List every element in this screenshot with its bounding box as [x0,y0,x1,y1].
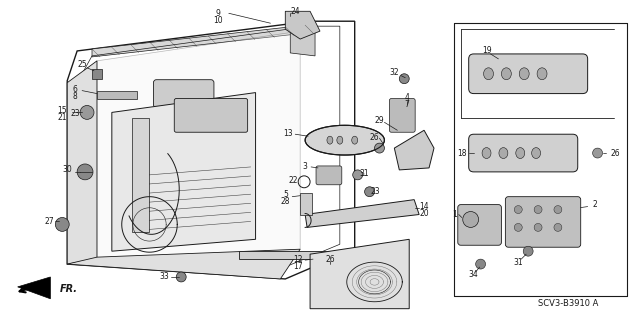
Text: 18: 18 [457,149,467,158]
Circle shape [55,218,69,231]
Polygon shape [67,61,97,264]
Polygon shape [285,11,320,39]
Text: 1: 1 [452,210,457,219]
Text: 31: 31 [360,169,369,178]
Circle shape [374,143,385,153]
FancyBboxPatch shape [458,204,501,245]
Text: 25: 25 [77,60,87,69]
Text: 31: 31 [513,258,523,267]
Ellipse shape [516,148,525,159]
Circle shape [534,223,542,231]
Ellipse shape [327,136,333,144]
Bar [97,91,136,99]
Circle shape [476,259,486,269]
Circle shape [399,74,409,84]
Text: 29: 29 [374,116,384,125]
Text: 28: 28 [280,197,290,206]
Text: 8: 8 [73,92,77,101]
Text: 23: 23 [70,109,80,118]
Text: SCV3-B3910 A: SCV3-B3910 A [538,299,598,308]
Polygon shape [97,31,300,259]
Polygon shape [291,29,315,56]
Ellipse shape [519,68,529,80]
Polygon shape [112,93,255,251]
Text: 3: 3 [303,162,308,171]
FancyBboxPatch shape [389,99,415,132]
Circle shape [176,272,186,282]
Text: 34: 34 [468,271,479,279]
Text: 22: 22 [289,176,298,185]
Circle shape [353,170,363,180]
Ellipse shape [482,148,491,159]
Circle shape [463,211,479,227]
Polygon shape [18,277,51,299]
Ellipse shape [305,125,385,155]
Circle shape [534,205,542,213]
Text: 19: 19 [482,47,492,56]
Ellipse shape [499,148,508,159]
Text: 26: 26 [611,149,620,158]
Ellipse shape [537,68,547,80]
Text: 4: 4 [404,93,410,102]
Polygon shape [305,200,419,227]
FancyBboxPatch shape [174,99,248,132]
FancyBboxPatch shape [316,166,342,185]
Polygon shape [67,249,300,279]
Text: 12: 12 [294,255,303,263]
FancyBboxPatch shape [468,134,578,172]
Ellipse shape [352,136,358,144]
Text: 13: 13 [284,129,293,138]
Circle shape [515,205,522,213]
Circle shape [365,187,374,197]
Text: 6: 6 [73,85,77,94]
Text: 10: 10 [213,16,223,25]
Text: 20: 20 [419,209,429,218]
Circle shape [554,223,562,231]
Text: 17: 17 [293,262,303,271]
FancyBboxPatch shape [506,197,580,247]
Text: 14: 14 [419,202,429,211]
Bar [239,251,403,259]
Text: 9: 9 [216,9,220,18]
Text: 5: 5 [283,190,288,199]
Circle shape [524,246,533,256]
Text: 26: 26 [325,255,335,263]
Text: 2: 2 [593,200,597,209]
Text: 7: 7 [404,100,410,109]
Text: 27: 27 [45,217,54,226]
Bar [132,118,150,232]
Polygon shape [92,25,305,57]
Text: FR.: FR. [60,284,78,294]
FancyBboxPatch shape [468,54,588,93]
Bar [92,69,102,79]
Circle shape [554,205,562,213]
Text: 24: 24 [291,7,300,16]
FancyBboxPatch shape [154,80,214,108]
Circle shape [515,223,522,231]
Text: 21: 21 [58,113,67,122]
Text: 23: 23 [371,187,380,196]
Text: 32: 32 [390,68,399,77]
Ellipse shape [484,68,493,80]
Text: 33: 33 [159,272,169,281]
Ellipse shape [337,136,343,144]
Text: 30: 30 [62,166,72,174]
Text: 26: 26 [370,133,380,142]
Polygon shape [310,239,409,309]
Circle shape [593,148,602,158]
Bar [300,193,312,214]
Circle shape [77,164,93,180]
Polygon shape [394,130,434,170]
Ellipse shape [532,148,541,159]
Text: 15: 15 [58,106,67,115]
Ellipse shape [501,68,511,80]
Circle shape [80,106,94,119]
